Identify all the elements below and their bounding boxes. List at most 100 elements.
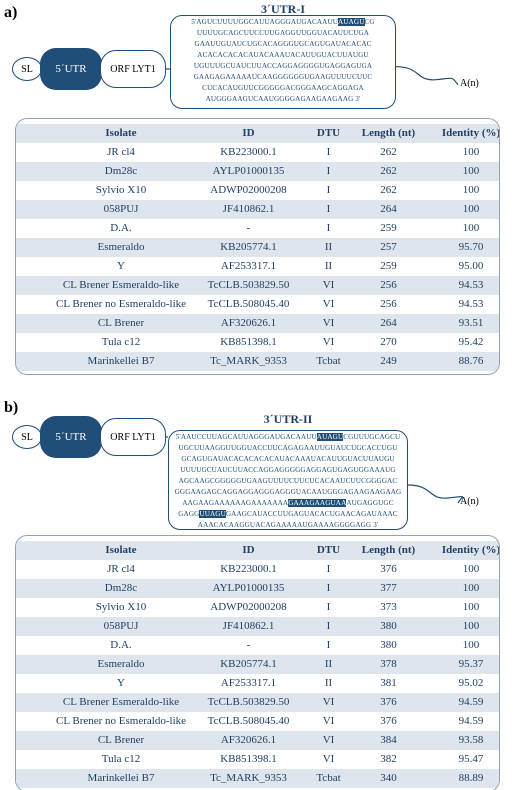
sequence-line: ACACACACACAUACAAAUACAUUGUACUUAUGU xyxy=(171,50,395,61)
sequence-text: AUGGGAAGUCAAUGGGGAGAAGAAGAAG 3' xyxy=(205,95,361,103)
table-cell: Tc_MARK_9353 xyxy=(210,355,287,367)
table-cell: 340 xyxy=(380,772,397,784)
table-cell: I xyxy=(326,582,331,594)
table-cell: D.A. xyxy=(110,639,132,651)
table-cell: 95.37 xyxy=(458,658,484,670)
table-cell: 100 xyxy=(462,620,480,632)
table-cell: I xyxy=(326,146,331,158)
table-row: CL Brener AF320626.1 VI 384 93.58 xyxy=(16,731,499,750)
table-cell: VI xyxy=(322,753,335,765)
table-cell: 100 xyxy=(462,563,480,575)
orf-element: ORF LYT1 xyxy=(100,50,166,88)
table-cell: 262 xyxy=(380,165,397,177)
table-row: Sylvio X10 ADWP02000208 I 262 100 xyxy=(16,181,499,200)
table-cell: 100 xyxy=(462,146,480,158)
table-cell: VI xyxy=(322,696,335,708)
table-row: CL Brener no Esmeraldo-like TcCLB.508045.… xyxy=(16,712,499,731)
table-cell: I xyxy=(326,203,331,215)
table-cell: AYLP01000135 xyxy=(212,165,285,177)
polya-tail xyxy=(395,66,459,86)
table-cell: 100 xyxy=(462,582,480,594)
table-row: CL Brener no Esmeraldo-like TcCLB.508045.… xyxy=(16,295,499,314)
table-cell: 381 xyxy=(380,677,397,689)
table-cell: I xyxy=(326,222,331,234)
table-cell: 94.53 xyxy=(458,298,484,310)
sequence-text: UUUUGCAGCUUCCUUGAGGUUGGUACAUUCUGA xyxy=(196,29,370,37)
sequence-text: AAACACAAGGUACAGAAAAAUGAAAAGGGGAGG 3' xyxy=(197,521,379,529)
highlighted-motif: GAAAGAAGUAA xyxy=(288,499,347,507)
table-cell: TcCLB.508045.40 xyxy=(207,715,290,727)
table-cell: I xyxy=(326,601,331,613)
sequence-text: GCAGUGAUACACACACACAUACAAAUACAUUGUACUUAUG… xyxy=(181,455,395,463)
table-cell: I xyxy=(326,639,331,651)
sequence-line: AAGAAGAAAAAAGAAAAAAAGAAAGAAGUAAAUGAGGUGC xyxy=(169,498,407,509)
table-cell: 264 xyxy=(380,317,397,329)
sequence-text: UUUUGCUAUCUUACCAGGAGGGGGAGGAGUGAGUGGAAAU… xyxy=(180,466,396,474)
utr5-element: 5´UTR xyxy=(40,416,102,458)
table-cell: 100 xyxy=(462,184,480,196)
table-cell: Esmeraldo xyxy=(97,241,145,253)
sequence-text: AGCAAGCGGGGGUGAAGUUUUCUUCUCACAAUCUUCGGGG… xyxy=(178,477,398,485)
table-row: D.A. - I 380 100 xyxy=(16,636,499,655)
table-cell: 380 xyxy=(380,620,397,632)
sequence-box: 5'AGUCUUUUGGCAUUAGGGAUGACAAUUAUAGUCG UUUU… xyxy=(170,15,396,109)
table-cell: Marinkellei B7 xyxy=(87,355,155,367)
table-cell: 376 xyxy=(380,715,397,727)
table-cell: KB851398.1 xyxy=(220,753,277,765)
table-cell: Tula c12 xyxy=(101,336,141,348)
table-cell: II xyxy=(324,677,333,689)
table-cell: 88.76 xyxy=(458,355,484,367)
highlighted-motif: AUAGU xyxy=(338,18,365,26)
sequence-line: UGUUUGCUAUCUUACCAGGAGGGGUGAGGAGUGA xyxy=(171,61,395,72)
column-header: Identity (%) xyxy=(441,127,500,139)
sequence-line: 5'AGUCUUUUGGCAUUAGGGAUGACAAUUAUAGUCG xyxy=(171,17,395,28)
table-cell: 95.00 xyxy=(458,260,484,272)
column-header: Identity (%) xyxy=(441,544,500,556)
column-header: Isolate xyxy=(105,544,137,556)
highlighted-motif: UUAGU xyxy=(199,510,226,518)
table-cell: 058PUJ xyxy=(103,620,139,632)
table-cell: 100 xyxy=(462,203,480,215)
sequence-text: GAGG xyxy=(178,510,200,518)
table-cell: Tcbat xyxy=(316,355,341,367)
table-cell: 259 xyxy=(380,222,397,234)
sequence-line: UUUUGCAGCUUCCUUGAGGUUGGUACAUUCUGA xyxy=(171,28,395,39)
table-cell: AF253317.1 xyxy=(220,677,277,689)
table-cell: TcCLB.503829.50 xyxy=(207,279,290,291)
table-row: Sylvio X10 ADWP02000208 I 373 100 xyxy=(16,598,499,617)
table-cell: 94.53 xyxy=(458,279,484,291)
table-cell: 256 xyxy=(380,279,397,291)
table-cell: KB223000.1 xyxy=(220,146,277,158)
table-header: Isolate ID DTU Length (nt) Identity (%) xyxy=(16,541,499,560)
table-cell: Sylvio X10 xyxy=(95,601,147,613)
table-cell: 95.70 xyxy=(458,241,484,253)
table-cell: II xyxy=(324,658,333,670)
sequence-line: UGCUUAAGGUUGGUACCUUCAGAGAAUUGUAUCUGCACCU… xyxy=(169,443,407,454)
table-cell: I xyxy=(326,184,331,196)
table-cell: AF253317.1 xyxy=(220,260,277,272)
table-cell: CL Brener Esmeraldo-like xyxy=(62,696,180,708)
sequence-text: GAAGAGAAAAAUCAAGGGGGGUGAAGUUUUCUUC xyxy=(193,73,373,81)
table-cell: KB223000.1 xyxy=(220,563,277,575)
sequence-line: GCAGUGAUACACACACACAUACAAAUACAUUGUACUUAUG… xyxy=(169,454,407,465)
table-cell: KB851398.1 xyxy=(220,336,277,348)
table-cell: 88.89 xyxy=(458,772,484,784)
table-cell: I xyxy=(326,165,331,177)
sequence-text: 5'AAUCCUUAGCAUUAGGGAUGACAAUU xyxy=(175,433,317,441)
table-cell: VI xyxy=(322,336,335,348)
table-cell: Sylvio X10 xyxy=(95,184,147,196)
table-cell: 376 xyxy=(380,563,397,575)
table-cell: JF410862.1 xyxy=(222,203,275,215)
sequence-line: 5'AAUCCUUAGCAUUAGGGAUGACAAUUAUAGUCGUUUGC… xyxy=(169,432,407,443)
column-header: Length (nt) xyxy=(361,544,416,556)
table-cell: 100 xyxy=(462,639,480,651)
utr-title: 3´UTR-I xyxy=(261,2,305,16)
table-cell: ADWP02000208 xyxy=(210,601,287,613)
sequence-line: GAGGUUAGUGAAGCAUACCUUGAGUACACUGAACAGAUAA… xyxy=(169,509,407,520)
sequence-line: GGGAAGAGCAGGAGGAGGGAGGGUACAAUGGGAGAAGAAG… xyxy=(169,487,407,498)
table-row: CL Brener Esmeraldo-like TcCLB.503829.50 V… xyxy=(16,693,499,712)
table-cell: Esmeraldo xyxy=(97,658,145,670)
table-row: Y AF253317.1 II 381 95.02 xyxy=(16,674,499,693)
orf-element: ORF LYT1 xyxy=(100,418,166,456)
